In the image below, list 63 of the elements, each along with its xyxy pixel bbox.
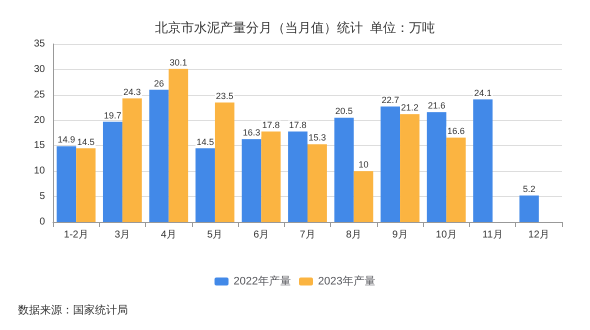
data-label: 10 (358, 160, 368, 170)
x-tick-label: 10月 (436, 230, 457, 240)
bar (122, 98, 142, 222)
bar (261, 131, 281, 222)
data-label: 22.7 (382, 95, 400, 106)
x-tick-label: 8月 (346, 230, 362, 240)
y-tick-label: 5 (39, 191, 46, 202)
bar (288, 131, 308, 222)
data-label: 14.5 (196, 136, 214, 147)
data-label: 14.9 (58, 134, 76, 145)
data-label: 24.3 (123, 86, 141, 97)
bar (426, 112, 446, 222)
data-label: 17.8 (289, 120, 307, 130)
data-label: 15.3 (308, 132, 326, 143)
x-tick-label: 6月 (253, 230, 270, 240)
bar (196, 148, 215, 222)
bar (334, 118, 354, 222)
bar (214, 102, 234, 222)
x-tick-label: 7月 (300, 230, 316, 240)
legend-label: 2023年产量 (318, 274, 376, 288)
y-tick-label: 30 (34, 64, 46, 75)
data-label: 20.5 (335, 106, 353, 116)
data-label: 16.3 (242, 128, 260, 138)
bar (519, 196, 539, 222)
data-label: 16.6 (447, 126, 465, 136)
x-tick-label: 1-2月 (64, 230, 88, 240)
y-tick-label: 25 (34, 89, 46, 100)
y-tick-label: 15 (34, 140, 46, 152)
data-label: 17.8 (262, 120, 280, 130)
x-tick-label: 11月 (482, 230, 503, 240)
data-label: 21.2 (400, 102, 419, 113)
x-tick-label: 5月 (207, 230, 223, 240)
bar (76, 148, 96, 222)
chart-title: 北京市水泥产量分月（当月值）统计 单位：万吨 (154, 20, 436, 35)
bar (473, 99, 493, 222)
data-label: 5.2 (522, 184, 536, 194)
y-tick-label: 35 (34, 38, 46, 50)
data-label: 21.6 (428, 100, 446, 111)
bar (354, 171, 374, 222)
bar (102, 122, 122, 222)
y-tick-label: 0 (39, 216, 46, 228)
bar (400, 114, 420, 222)
data-label: 30.1 (170, 57, 188, 68)
y-tick-label: 10 (34, 166, 46, 177)
bar (149, 90, 169, 222)
bar (380, 106, 400, 222)
data-label: 26 (154, 78, 164, 88)
x-tick-label: 4月 (160, 230, 176, 240)
data-label: 14.5 (77, 136, 95, 147)
bar (56, 146, 76, 222)
bar (168, 68, 188, 222)
bar (446, 138, 466, 222)
data-label: 23.5 (216, 90, 234, 101)
source-note: 数据来源：国家统计局 (18, 304, 128, 316)
data-label: 24.1 (474, 88, 492, 98)
bar (308, 144, 327, 222)
legend-label: 2022年产量 (234, 274, 292, 288)
x-tick-label: 9月 (392, 230, 408, 240)
bar (242, 139, 262, 222)
x-tick-label: 12月 (528, 230, 550, 240)
x-tick-label: 3月 (114, 230, 130, 240)
data-label: 19.7 (104, 110, 122, 120)
y-tick-label: 20 (34, 114, 46, 126)
